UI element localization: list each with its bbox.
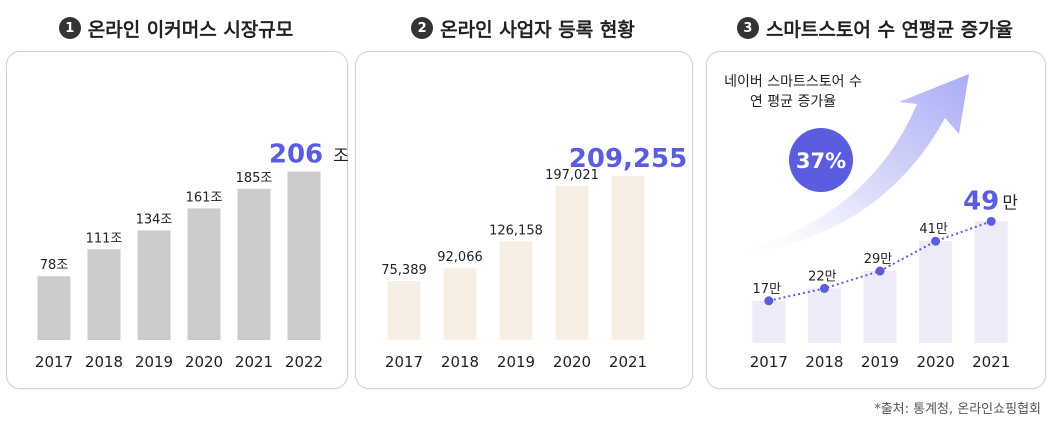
data-label: 126,158 [489, 223, 543, 238]
callout-text-line1: 네이버 스마트스토어 수 [724, 74, 862, 90]
bar-2018 [87, 249, 121, 340]
callout-badge [789, 128, 853, 192]
data-label: 161조 [186, 190, 223, 205]
data-label-highlight: 209,255 [569, 144, 687, 174]
bar-2017 [37, 276, 71, 340]
bar-2018 [807, 288, 841, 343]
x-tick-label: 2018 [805, 353, 843, 371]
trend-point [819, 283, 829, 293]
data-label: 22만 [808, 269, 837, 284]
data-label-unit: 만 [1002, 193, 1018, 213]
bar-2019 [863, 271, 897, 343]
trend-point [986, 216, 996, 226]
ecommerce-bar-chart: 201778조2018111조2019134조2020161조2021185조2… [35, 140, 349, 371]
bar-2017 [387, 280, 421, 340]
x-tick-label: 2019 [135, 353, 173, 371]
source-note: *출처: 통계청, 온라인쇼핑협회 [874, 402, 1041, 417]
x-tick-label: 2019 [861, 353, 899, 371]
data-label: 185조 [236, 171, 273, 186]
data-label: 78조 [40, 258, 69, 273]
data-label: 75,389 [381, 263, 427, 278]
trend-point [764, 296, 774, 306]
panel1-title-text: 온라인 이커머스 시장규모 [87, 18, 294, 41]
data-label: 17만 [753, 282, 782, 297]
x-tick-label: 2019 [497, 353, 535, 371]
callout-text-line2: 연 평균 증가율 [750, 94, 836, 110]
panel-business-registrations: 2017 75,389 2018 92,066 2019 126,158 2020 197,0… [355, 51, 693, 389]
data-label: 41만 [919, 222, 948, 237]
bar-2019 [499, 241, 533, 340]
bar-2019 [137, 230, 171, 340]
number-badge-3: 3 [736, 17, 759, 39]
panel3-title: 3 스마트스토어 수 연평균 증가율 [706, 14, 1044, 42]
growth-arrow [723, 74, 969, 257]
data-label-highlight: 49 [963, 186, 999, 216]
trend-point [931, 236, 941, 246]
data-label: 111조 [86, 231, 123, 246]
x-tick-label: 2021 [235, 353, 273, 371]
bar-2020 [555, 185, 589, 340]
x-tick-label: 2020 [917, 353, 955, 371]
panel-ecommerce-market: 2017 78조 2018 111조 2019 134조 2020 161조 2021 185조 2… [6, 51, 349, 389]
callout-value: 37% [796, 149, 846, 173]
bar-2020 [187, 208, 221, 340]
x-tick-label: 2017 [35, 353, 73, 371]
bar-2021 [974, 221, 1008, 343]
data-label: 134조 [136, 212, 173, 227]
data-label: 92,066 [437, 250, 483, 265]
registrations-bar-chart: 2017 75,389 2018 92,066 2019 126,158 2020 197,0… [381, 144, 687, 371]
bar-2021 [611, 176, 645, 340]
smartstore-chart: 2017 2018 2019 2020 2021 17만 22만 29만 41만 49 만 네이버 스… [723, 74, 1018, 371]
x-tick-label: 2022 [285, 353, 323, 371]
bar-2018 [443, 267, 477, 340]
number-badge-2: 2 [411, 17, 434, 39]
trend-point [875, 266, 885, 276]
x-tick-label: 2018 [85, 353, 123, 371]
x-tick-label: 2018 [441, 353, 479, 371]
bar-2022 [287, 171, 321, 340]
number-badge-1: 1 [58, 17, 81, 39]
x-tick-label: 2020 [185, 353, 223, 371]
data-label-unit: 조 [333, 147, 349, 167]
data-label: 197,021 [545, 168, 599, 183]
bar-2017 [752, 300, 786, 343]
x-tick-label: 2020 [553, 353, 591, 371]
bar-2021 [237, 188, 271, 340]
panel2-title: 2 온라인 사업자 등록 현황 [355, 14, 691, 42]
panel-smartstore-growth: 2017 2018 2019 2020 2021 17만 22만 29만 41만 49 만 네이버 스… [706, 51, 1046, 389]
x-tick-label: 2021 [609, 353, 647, 371]
x-tick-label: 2021 [972, 353, 1010, 371]
data-label: 29만 [864, 252, 893, 267]
x-tick-label: 2017 [750, 353, 788, 371]
x-tick-label: 2017 [385, 353, 423, 371]
panel2-title-text: 온라인 사업자 등록 현황 [440, 18, 635, 41]
data-label-highlight: 206 [269, 140, 323, 170]
bar-2020 [919, 241, 953, 343]
panel1-title: 1 온라인 이커머스 시장규모 [6, 14, 346, 42]
panel3-title-text: 스마트스토어 수 연평균 증가율 [765, 18, 1014, 41]
